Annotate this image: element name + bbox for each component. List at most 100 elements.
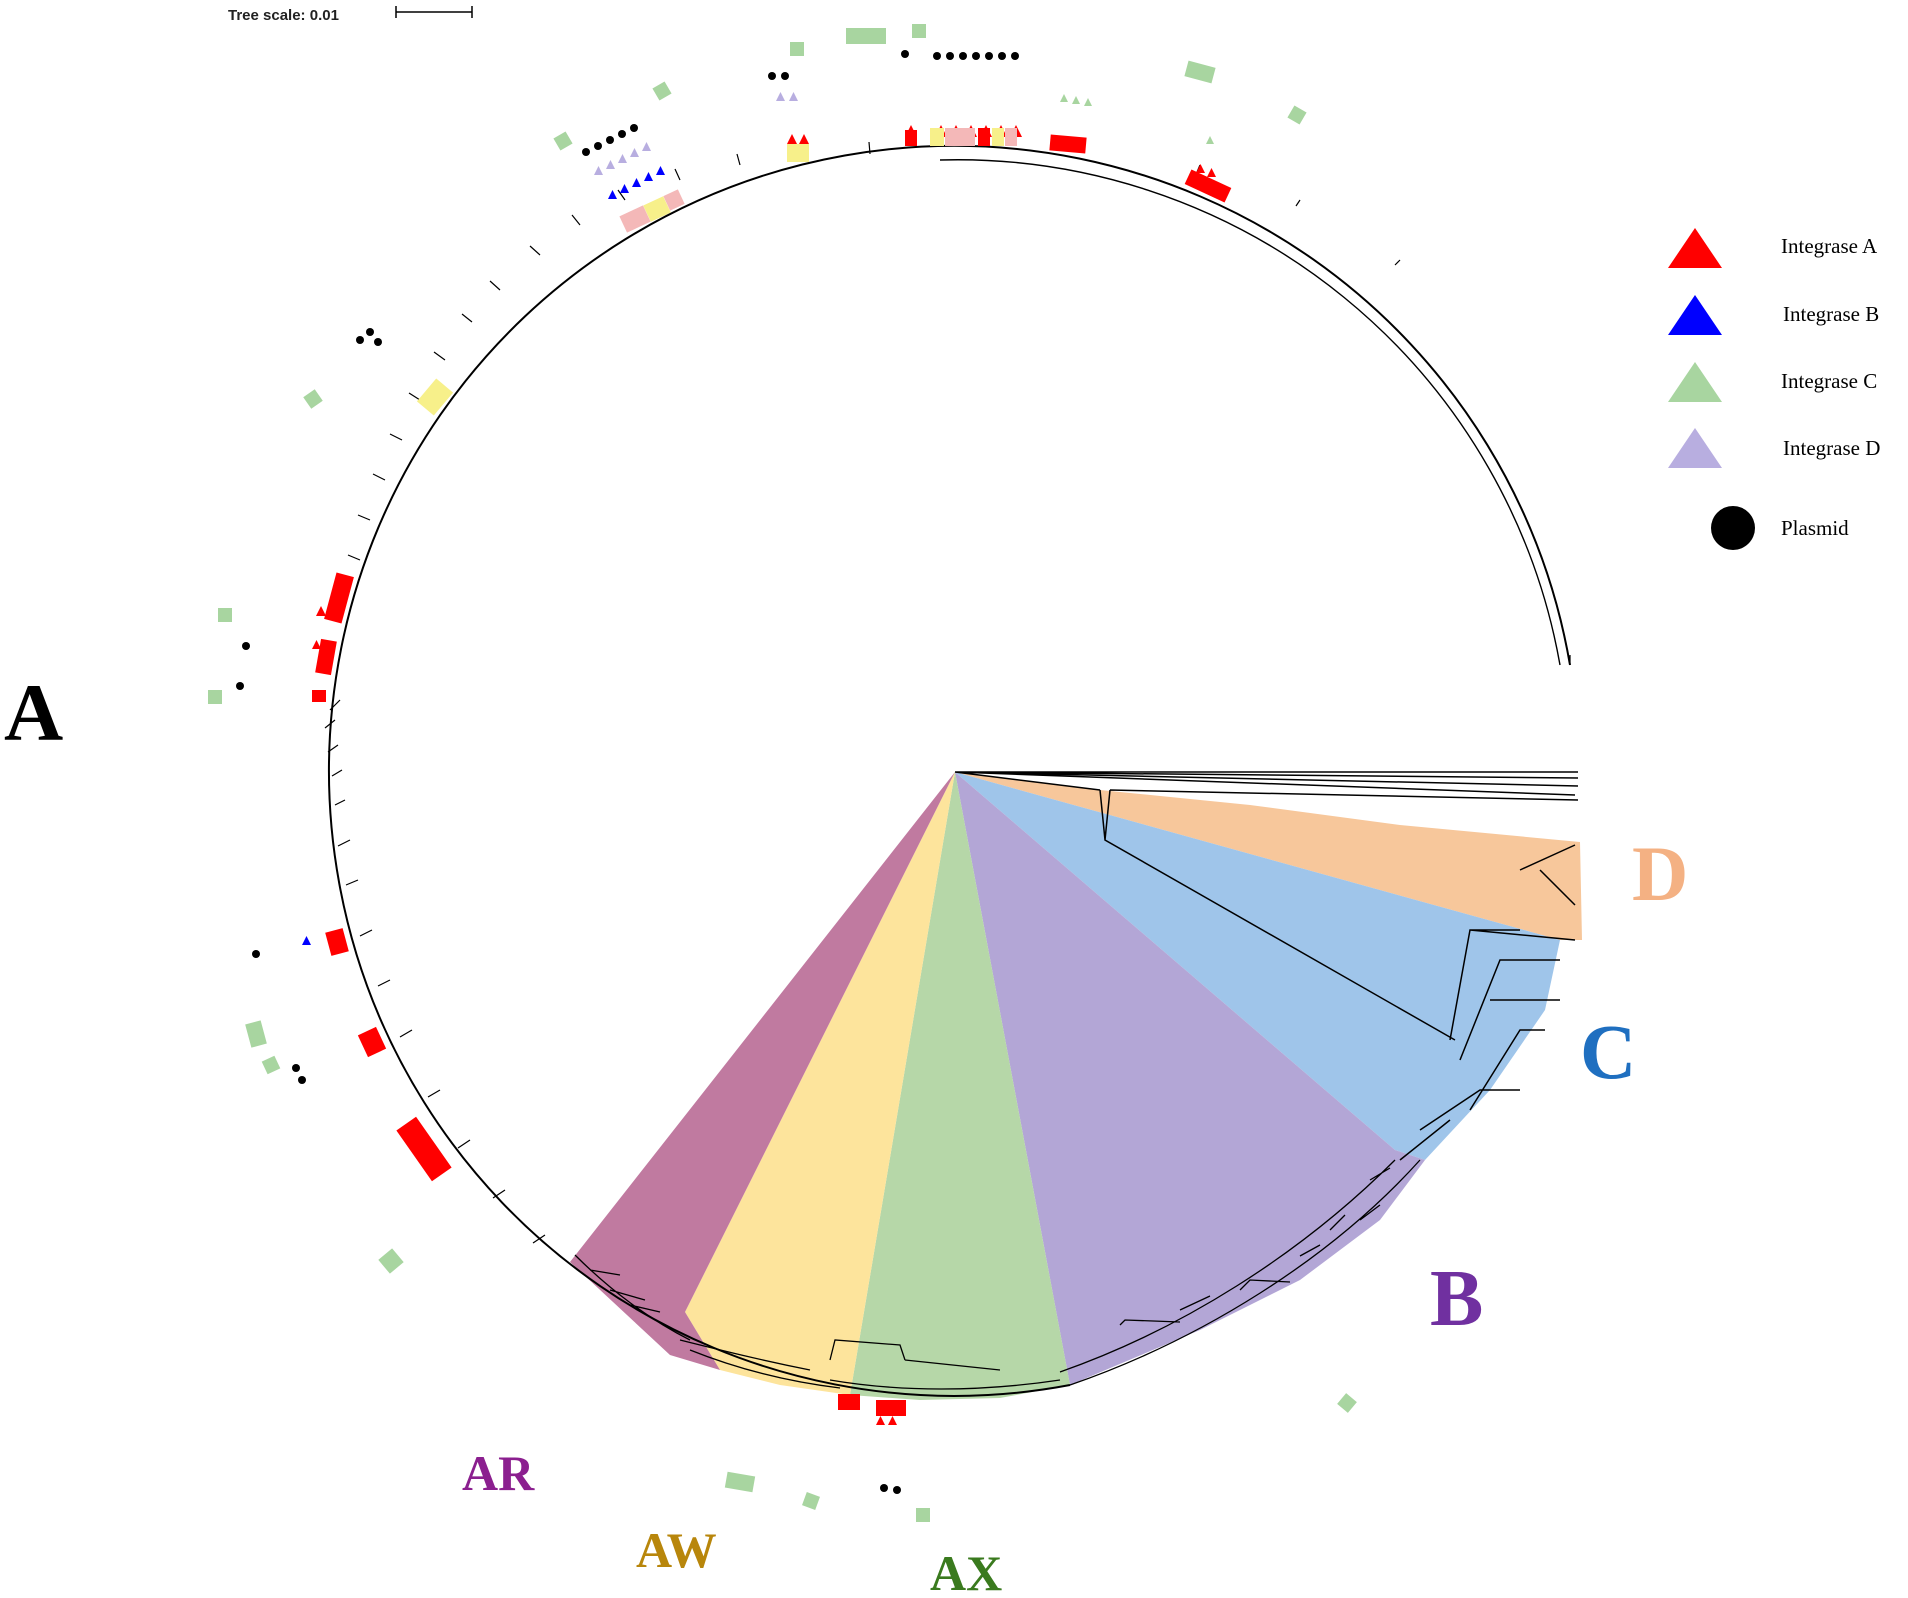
integrase-a-marker bbox=[888, 1416, 897, 1425]
integrase-d-triangle-icon bbox=[1668, 428, 1722, 468]
plasmid-marker bbox=[630, 124, 638, 132]
sector-c bbox=[955, 772, 1560, 1160]
integrase-b-marker bbox=[644, 172, 653, 181]
integrase-b-triangle-icon bbox=[1668, 295, 1722, 335]
clade-label-d: D bbox=[1632, 830, 1688, 917]
legend-label: Integrase B bbox=[1783, 302, 1879, 326]
legend-item-plasmid: Plasmid bbox=[1711, 506, 1849, 550]
integrase-c-strip bbox=[846, 28, 886, 44]
integrase-a-strip bbox=[357, 1026, 387, 1058]
integrase-a-marker bbox=[876, 1416, 885, 1425]
legend-item-integrase-d: Integrase D bbox=[1668, 428, 1880, 468]
integrase-c-strip bbox=[790, 42, 804, 56]
integrase-a-marker bbox=[312, 640, 321, 649]
plasmid-marker bbox=[252, 950, 260, 958]
integrase-c-strip bbox=[208, 690, 222, 704]
integrase-c-strip bbox=[245, 1020, 267, 1048]
integrase-d-marker bbox=[630, 148, 639, 157]
integrase-c-strip bbox=[912, 24, 926, 38]
plasmid-marker bbox=[606, 136, 614, 144]
tree-arc-tick-1 bbox=[324, 699, 546, 1244]
integrase-b-marker bbox=[632, 178, 641, 187]
plasmid-marker bbox=[242, 642, 250, 650]
tree-scale-label: Tree scale: 0.01 bbox=[228, 7, 339, 24]
plasmid-marker bbox=[959, 52, 967, 60]
integrase-c-strip bbox=[378, 1248, 404, 1274]
integrase-c-marker bbox=[1206, 136, 1214, 144]
integrase-c-strip bbox=[1287, 105, 1307, 125]
plasmid-marker bbox=[781, 72, 789, 80]
integrase-a-strip bbox=[1049, 134, 1087, 154]
plasmid-marker bbox=[594, 142, 602, 150]
plasmid-marker bbox=[366, 328, 374, 336]
integrase-a-marker bbox=[1207, 168, 1216, 177]
sector-ax bbox=[850, 772, 1070, 1400]
integrase-c-marker bbox=[1084, 98, 1092, 106]
integrase-a-strip bbox=[396, 1116, 452, 1182]
legend-label: Plasmid bbox=[1781, 516, 1849, 540]
tree-lower-branches bbox=[574, 1159, 1421, 1390]
yellow-strip bbox=[416, 378, 454, 416]
integrase-c-marker bbox=[1060, 94, 1068, 102]
legend: Integrase A Integrase B Integrase C Inte… bbox=[1668, 228, 1880, 550]
yellow-strip bbox=[992, 128, 1004, 146]
integrase-c-strip bbox=[916, 1508, 930, 1522]
integrase-a-strip bbox=[838, 1394, 860, 1410]
tree-outer-arc bbox=[328, 144, 1571, 1397]
integrase-d-marker bbox=[789, 92, 798, 101]
tree-scale: Tree scale: 0.01 bbox=[228, 6, 473, 24]
sector-d bbox=[955, 772, 1582, 940]
integrase-d-marker bbox=[618, 154, 627, 163]
integrase-c-strip bbox=[802, 1492, 820, 1510]
yellow-strip bbox=[787, 144, 809, 162]
integrase-a-strip bbox=[978, 128, 990, 146]
plasmid-marker bbox=[618, 130, 626, 138]
yellow-strip bbox=[643, 196, 671, 222]
tree-root-spokes bbox=[954, 771, 1579, 1161]
integrase-a-triangle-icon bbox=[1668, 228, 1722, 268]
tree-upper-fan bbox=[1196, 164, 1571, 665]
integrase-b-marker bbox=[620, 184, 629, 193]
clade-label-aw: AW bbox=[636, 1522, 717, 1578]
sector-aw bbox=[685, 772, 955, 1395]
plasmid-marker bbox=[901, 50, 909, 58]
plasmid-marker bbox=[292, 1064, 300, 1072]
plasmid-circle-icon bbox=[1711, 506, 1755, 550]
pink-strip bbox=[945, 128, 975, 146]
integrase-d-marker bbox=[606, 160, 615, 169]
plasmid-marker bbox=[985, 52, 993, 60]
legend-label: Integrase A bbox=[1781, 234, 1878, 258]
plasmid-marker bbox=[236, 682, 244, 690]
plasmid-marker bbox=[933, 52, 941, 60]
legend-label: Integrase C bbox=[1781, 369, 1877, 393]
legend-item-integrase-a: Integrase A bbox=[1668, 228, 1878, 268]
plasmid-marker bbox=[582, 148, 590, 156]
integrase-a-strip bbox=[876, 1400, 906, 1416]
yellow-strip bbox=[930, 128, 944, 146]
plasmid-marker bbox=[374, 338, 382, 346]
tree-arc-tick-2 bbox=[347, 141, 871, 561]
integrase-c-strip bbox=[218, 608, 232, 622]
clade-label-c: C bbox=[1580, 1008, 1636, 1095]
integrase-c-marker bbox=[1072, 96, 1080, 104]
pink-strip bbox=[619, 205, 651, 233]
annotation-markers bbox=[208, 24, 1357, 1522]
integrase-d-marker bbox=[594, 166, 603, 175]
plasmid-marker bbox=[880, 1484, 888, 1492]
integrase-a-strip bbox=[905, 130, 917, 146]
integrase-d-marker bbox=[776, 92, 785, 101]
legend-item-integrase-c: Integrase C bbox=[1668, 362, 1877, 402]
integrase-a-strip bbox=[324, 572, 354, 624]
integrase-a-strip bbox=[312, 690, 326, 702]
plasmid-marker bbox=[946, 52, 954, 60]
integrase-c-strip bbox=[652, 81, 672, 101]
plasmid-marker bbox=[356, 336, 364, 344]
sector-ar bbox=[570, 772, 955, 1370]
legend-item-integrase-b: Integrase B bbox=[1668, 295, 1879, 335]
tree-inner-arc bbox=[939, 159, 1561, 666]
integrase-c-triangle-icon bbox=[1668, 362, 1722, 402]
integrase-b-marker bbox=[302, 936, 311, 945]
clade-labels: A D C B AR AW AX bbox=[4, 667, 1688, 1598]
integrase-b-marker bbox=[656, 166, 665, 175]
